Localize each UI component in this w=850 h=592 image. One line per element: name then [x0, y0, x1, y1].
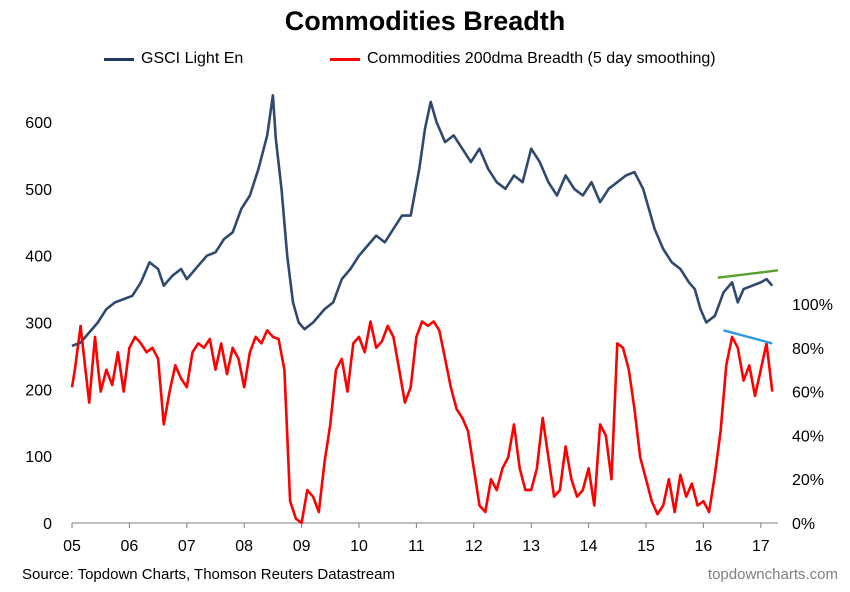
x-tick-label: 06	[120, 538, 138, 555]
y-left-tick-label: 100	[25, 449, 52, 466]
x-tick-label: 14	[580, 538, 598, 555]
x-tick-label: 08	[235, 538, 253, 555]
y-left-tick-label: 400	[25, 249, 52, 266]
legend-swatch-breadth	[330, 57, 360, 61]
legend-label-breadth: Commodities 200dma Breadth (5 day smooth…	[367, 50, 716, 67]
x-tick-label: 10	[350, 538, 368, 555]
series-line-breadth	[70, 320, 774, 525]
y-right-tick-label: 20%	[792, 472, 824, 489]
x-tick-label: 17	[752, 538, 770, 555]
series-line-gsci	[71, 94, 774, 348]
trend-line-green	[717, 269, 779, 279]
y-right-tick-label: 100%	[792, 297, 833, 314]
legend-label-gsci: GSCI Light En	[141, 50, 244, 67]
x-tick-label: 07	[178, 538, 196, 555]
brand-label: topdowncharts.com	[707, 566, 838, 583]
annotation-layer	[717, 269, 779, 345]
y-left-tick-label: 600	[25, 115, 52, 132]
legend-item-breadth: Commodities 200dma Breadth (5 day smooth…	[330, 50, 716, 68]
chart-title: Commodities Breadth	[284, 6, 566, 36]
axes: 05 06 07 08 09 10 11 12 13 14 15 16 17 0 100 200 300 400 5…	[25, 115, 833, 555]
y-right-tick-label: 40%	[792, 428, 824, 445]
y-right-tick-label: 80%	[792, 341, 824, 358]
x-tick-label: 15	[637, 538, 655, 555]
x-tick-label: 16	[694, 538, 712, 555]
y-left-tick-label: 200	[25, 382, 52, 399]
x-tick-label: 05	[63, 538, 81, 555]
source-note: Source: Topdown Charts, Thomson Reuters …	[22, 566, 395, 583]
y-left-tick-label: 500	[25, 182, 52, 199]
x-tick-label: 09	[293, 538, 311, 555]
y-left-tick-label: 300	[25, 316, 52, 333]
legend: GSCI Light En Commodities 200dma Breadth…	[0, 50, 850, 70]
series-layer	[70, 94, 774, 525]
y-right-tick-label: 60%	[792, 385, 824, 402]
y-right-tick-label: 0%	[792, 516, 815, 533]
y-left-tick-label: 0	[43, 516, 52, 533]
legend-swatch-gsci	[104, 57, 134, 61]
trend-line-blue	[723, 329, 773, 345]
legend-item-gsci: GSCI Light En	[104, 50, 243, 68]
x-tick-label: 12	[465, 538, 483, 555]
x-tick-label: 13	[522, 538, 540, 555]
x-tick-label: 11	[408, 538, 425, 555]
